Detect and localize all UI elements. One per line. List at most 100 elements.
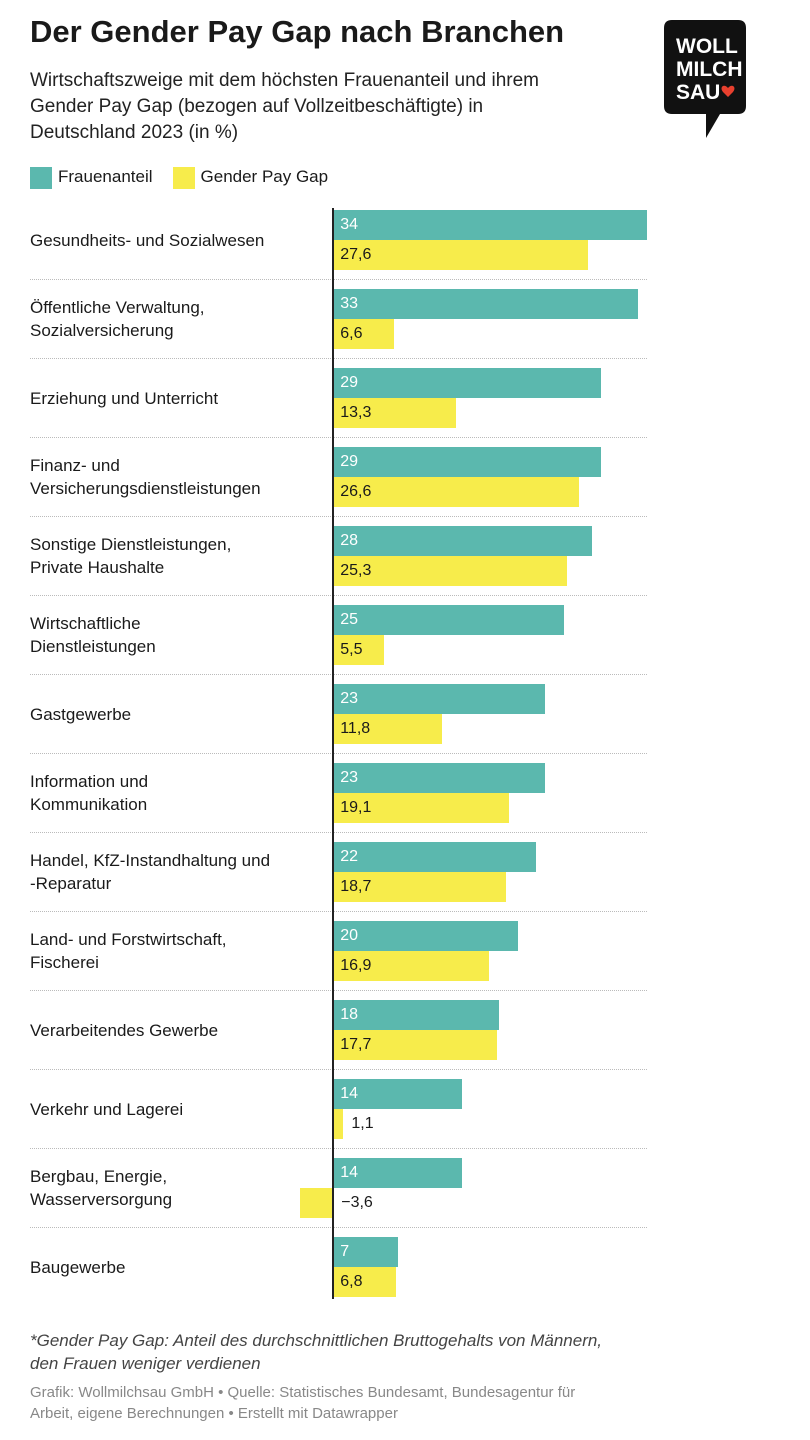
value-label: 5,5: [340, 641, 363, 658]
separator: [30, 1069, 647, 1070]
bar: [333, 368, 601, 398]
separator: [30, 674, 647, 675]
value-label: 6,6: [340, 325, 363, 342]
value-label: 6,8: [340, 1273, 363, 1290]
bar: [333, 714, 443, 744]
value-label: 28: [340, 532, 359, 549]
value-label: 23: [340, 769, 359, 786]
bar: [333, 447, 601, 477]
category-label: Verkehr und Lagerei: [30, 1099, 184, 1119]
separator: [30, 911, 647, 912]
bar: [333, 319, 395, 349]
value-label: 13,3: [340, 404, 372, 421]
bar: [333, 556, 567, 586]
bar: [333, 1030, 497, 1060]
category-label: Gastgewerbe: [30, 704, 132, 724]
value-label: 17,7: [340, 1036, 372, 1053]
separator: [30, 832, 647, 833]
bar: [333, 240, 588, 270]
bar: [333, 951, 490, 981]
bar: [333, 1079, 463, 1109]
category-label: Information und Kommunikation: [30, 772, 149, 814]
category-label: Land- und Forstwirtschaft, Fischerei: [30, 930, 227, 972]
value-label: 29: [340, 453, 359, 470]
category-label: Sonstige Dienstleistungen, Private Haush…: [30, 535, 232, 577]
category-label: Baugewerbe: [30, 1257, 126, 1277]
value-label: 11,8: [340, 720, 371, 737]
subtitle: Wirtschaftszweige mit dem höchsten Fraue…: [30, 70, 540, 91]
separator: [30, 437, 647, 438]
value-label: 14: [340, 1164, 359, 1181]
bar: [333, 526, 592, 556]
legend-label: Gender Pay Gap: [200, 167, 329, 186]
subtitle: Gender Pay Gap (bezogen auf Vollzeitbesc…: [30, 96, 484, 117]
bar: [333, 1000, 500, 1030]
bar: [333, 210, 647, 240]
separator: [30, 516, 647, 517]
bar: [333, 477, 579, 507]
bar: [333, 684, 546, 714]
bar: [333, 1237, 398, 1267]
value-label: 26,6: [340, 483, 372, 500]
logo-text: SAU: [676, 81, 720, 104]
bar: [333, 921, 518, 951]
value-label: 1,1: [351, 1115, 374, 1132]
legend-swatch: [172, 167, 195, 189]
value-label: 7: [340, 1243, 350, 1260]
source: Arbeit, eigene Berechnungen • Erstellt m…: [30, 1405, 398, 1422]
value-label: 25: [340, 611, 359, 628]
bar: [333, 398, 456, 428]
value-label: −3,6: [341, 1194, 373, 1211]
separator: [30, 358, 647, 359]
bar: [333, 635, 384, 665]
bar: [333, 872, 506, 902]
bar: [333, 605, 564, 635]
value-label: 23: [340, 690, 359, 707]
value-label: 14: [340, 1085, 359, 1102]
separator: [30, 595, 647, 596]
value-label: 25,3: [340, 562, 372, 579]
category-label: Gesundheits- und Sozialwesen: [30, 230, 265, 250]
separator: [30, 1227, 647, 1228]
bar: [300, 1188, 334, 1218]
value-label: 16,9: [340, 957, 372, 974]
category-label: Öffentliche Verwaltung, Sozialversicheru…: [30, 298, 205, 340]
zero-line: [332, 208, 335, 1299]
category-label: Finanz- und Versicherungsdienstleistunge…: [30, 456, 261, 498]
separator: [30, 279, 647, 280]
chart-title: Der Gender Pay Gap nach Branchen: [30, 14, 565, 49]
footnote: *Gender Pay Gap: Anteil des durchschnitt…: [30, 1331, 603, 1350]
value-label: 18: [340, 1006, 359, 1023]
footnote: den Frauen weniger verdienen: [30, 1354, 261, 1373]
bar: [333, 1158, 463, 1188]
category-label: Wirtschaftliche Dienstleistungen: [30, 614, 156, 656]
logo-text: WOLL: [676, 35, 738, 58]
bar: [333, 289, 638, 319]
separator: [30, 1148, 647, 1149]
bar: [333, 1267, 396, 1297]
separator: [30, 990, 647, 991]
bar: [333, 842, 537, 872]
value-label: 33: [340, 295, 359, 312]
value-label: 19,1: [340, 799, 372, 816]
value-label: 18,7: [340, 878, 372, 895]
category-label: Handel, KfZ-Instandhaltung und -Reparatu…: [30, 851, 271, 893]
bar: [333, 793, 510, 823]
value-label: 20: [340, 927, 359, 944]
subtitle: Deutschland 2023 (in %): [30, 122, 239, 143]
value-label: 22: [340, 848, 359, 865]
category-label: Verarbeitendes Gewerbe: [30, 1020, 219, 1040]
category-label: Bergbau, Energie, Wasserversorgung: [30, 1167, 173, 1209]
legend-swatch: [30, 167, 52, 189]
logo: WOLL MILCH SAU: [664, 20, 746, 138]
logo-text: MILCH: [676, 58, 743, 81]
source: Grafik: Wollmilchsau GmbH • Quelle: Stat…: [30, 1384, 576, 1401]
bar: [333, 763, 546, 793]
legend-label: Frauenanteil: [58, 167, 153, 186]
bar: [333, 1109, 344, 1139]
value-label: 29: [340, 374, 359, 391]
separator: [30, 753, 647, 754]
category-label: Erziehung und Unterricht: [30, 388, 219, 408]
value-label: 34: [340, 216, 359, 233]
